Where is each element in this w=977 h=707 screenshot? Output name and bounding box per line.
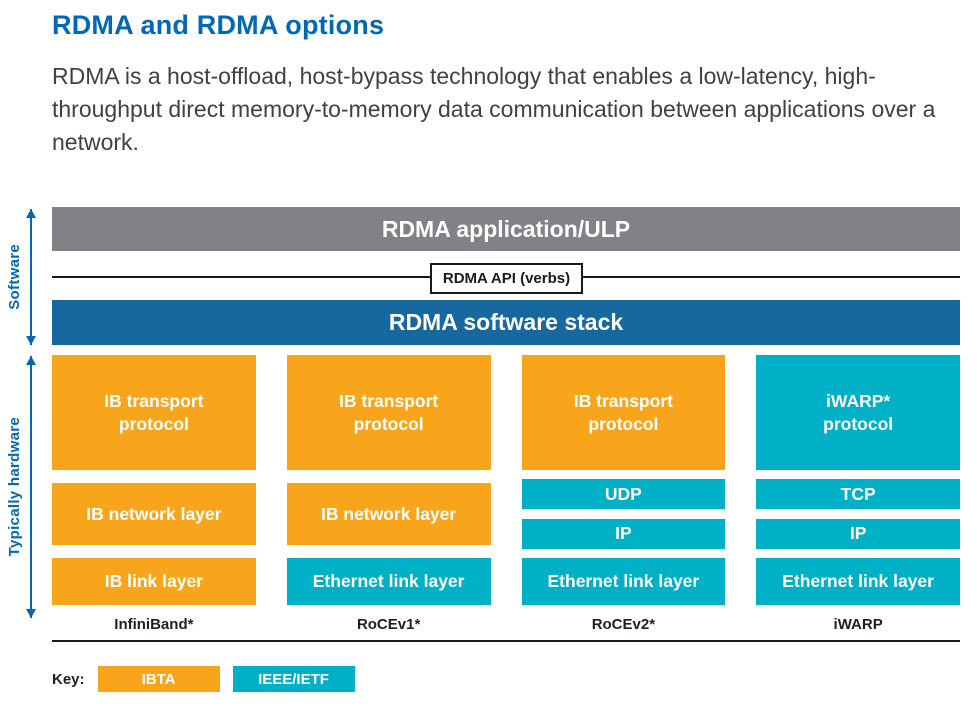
ib-network-layer-box: IB network layer — [286, 483, 491, 545]
column-boxes: IB transport protocol UDP IP Ethernet li… — [521, 355, 726, 605]
column-label-rocev1: RoCEv1* — [356, 616, 421, 633]
stack-column-rocev2: IB transport protocol UDP IP Ethernet li… — [521, 355, 726, 633]
ip-box: IP — [756, 518, 960, 549]
rdma-application-bar: RDMA application/ULP — [52, 207, 960, 251]
box-label: IB network layer — [321, 503, 457, 524]
ethernet-link-layer-box: Ethernet link layer — [286, 558, 491, 605]
rdma-software-stack-label: RDMA software stack — [388, 309, 624, 335]
rdma-application-bar-label: RDMA application/ULP — [381, 215, 631, 242]
legend-chip-label: IEEE/IETF — [258, 670, 329, 688]
ethernet-link-layer-box: Ethernet link layer — [521, 557, 726, 605]
stack-column-infiniband: IB transport protocol IB network layer I… — [52, 355, 256, 633]
ethernet-link-layer-box: Ethernet link layer — [756, 557, 960, 605]
iwarp-protocol-box: iWARP* protocol — [756, 355, 960, 470]
rdma-api-verbs-box: RDMA API (verbs) — [430, 263, 583, 294]
vertical-double-arrow-icon — [26, 209, 36, 345]
udp-box: UDP — [521, 479, 726, 510]
ib-link-layer-box: IB link layer — [52, 558, 256, 605]
column-label-infiniband: InfiniBand* — [114, 616, 194, 633]
column-label-iwarp: iWARP — [833, 616, 883, 633]
rdma-software-stack-bar: RDMA software stack — [52, 300, 960, 345]
box-label: IB link layer — [104, 571, 203, 591]
box-label: TCP — [840, 483, 876, 504]
box-label: Ethernet link layer — [547, 570, 700, 591]
rdma-api-verbs-label: RDMA API (verbs) — [442, 270, 571, 287]
software-rail: Software — [6, 209, 36, 345]
ip-box: IP — [521, 518, 726, 549]
legend-label: Key: — [52, 670, 85, 688]
box-label: Ethernet link layer — [312, 571, 465, 591]
box-label: IB transport protocol — [104, 390, 204, 434]
legend-chip-label: IBTA — [141, 670, 176, 688]
box-label: UDP — [604, 483, 642, 504]
bottom-divider-line — [52, 640, 960, 642]
box-label: IP — [849, 523, 867, 544]
protocol-columns: IB transport protocol IB network layer I… — [52, 355, 960, 633]
box-label: Ethernet link layer — [782, 570, 934, 591]
page-description: RDMA is a host-offload, host-bypass tech… — [52, 63, 936, 155]
column-boxes: IB transport protocol IB network layer I… — [52, 355, 256, 605]
ib-transport-protocol-box: IB transport protocol — [521, 355, 726, 470]
stack-column-iwarp: iWARP* protocol TCP IP Ethernet link lay… — [756, 355, 960, 633]
box-label: IB transport protocol — [573, 390, 673, 434]
box-label: IP — [615, 523, 632, 544]
legend: Key: IBTA IEEE/IETF — [52, 666, 355, 692]
legend-chip-ieee-ietf: IEEE/IETF — [232, 666, 355, 692]
hardware-label: Typically hardware — [6, 417, 23, 557]
stack-column-rocev1: IB transport protocol IB network layer E… — [286, 355, 491, 633]
ib-transport-protocol-box: IB transport protocol — [286, 355, 491, 470]
ib-network-layer-box: IB network layer — [52, 483, 256, 545]
hardware-rail: Typically hardware — [6, 356, 36, 618]
box-label: IB network layer — [86, 503, 222, 524]
software-label: Software — [6, 244, 23, 310]
box-label: IB transport protocol — [339, 390, 439, 434]
tcp-box: TCP — [756, 479, 960, 510]
column-boxes: IB transport protocol IB network layer E… — [286, 355, 491, 605]
vertical-double-arrow-icon — [26, 356, 36, 618]
legend-chip-ibta: IBTA — [97, 666, 220, 692]
page-title: RDMA and RDMA options — [52, 10, 385, 40]
column-label-rocev2: RoCEv2* — [591, 616, 656, 633]
box-label: iWARP* protocol — [823, 390, 894, 434]
column-boxes: iWARP* protocol TCP IP Ethernet link lay… — [756, 355, 960, 605]
ib-transport-protocol-box: IB transport protocol — [52, 355, 256, 470]
